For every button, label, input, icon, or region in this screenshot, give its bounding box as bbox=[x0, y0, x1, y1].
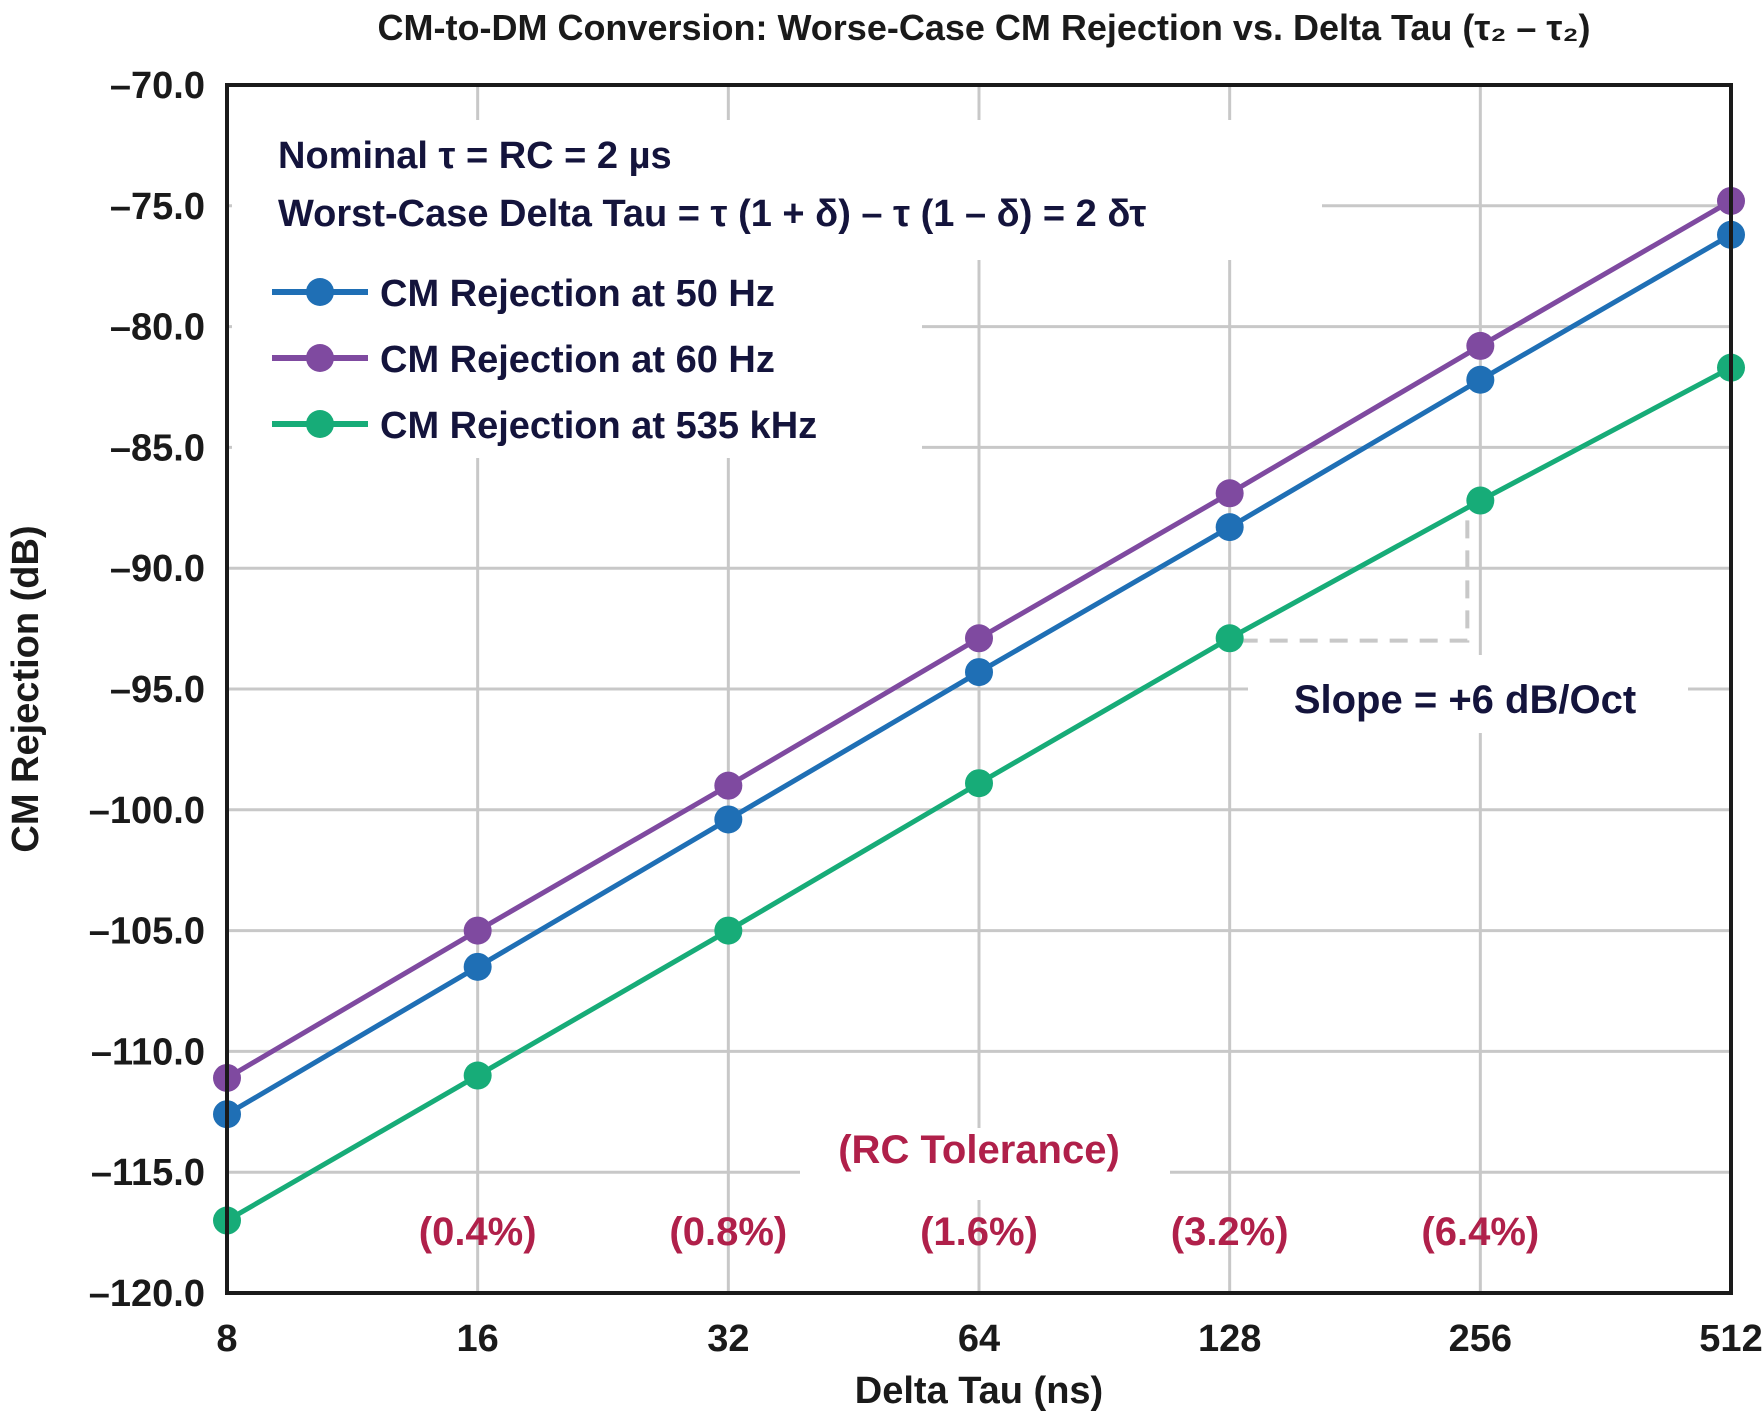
rc-tolerance-label: (1.6%) bbox=[920, 1210, 1038, 1254]
x-axis-label: Delta Tau (ns) bbox=[855, 1370, 1103, 1412]
x-tick-label: 16 bbox=[457, 1318, 499, 1360]
x-tick-label: 128 bbox=[1198, 1318, 1261, 1360]
data-point bbox=[965, 624, 993, 653]
data-point bbox=[965, 658, 993, 687]
y-tick-label: –80.0 bbox=[110, 307, 205, 349]
rc-tolerance-label: (6.4%) bbox=[1421, 1210, 1539, 1254]
y-tick-label: –75.0 bbox=[110, 186, 205, 228]
data-point bbox=[1215, 479, 1244, 508]
data-point bbox=[965, 769, 993, 798]
data-point bbox=[714, 916, 743, 945]
rc-tolerance-label: (3.2%) bbox=[1171, 1210, 1289, 1254]
data-point bbox=[463, 916, 492, 945]
y-tick-label: –120.0 bbox=[89, 1273, 205, 1315]
y-tick-label: –95.0 bbox=[110, 669, 205, 711]
data-point bbox=[463, 1061, 492, 1090]
y-tick-labels: –70.0 –75.0 –80.0 –85.0 –90.0 –95.0 –100.0 –105… bbox=[89, 65, 205, 1315]
x-tick-label: 8 bbox=[216, 1318, 237, 1360]
legend-swatch-marker bbox=[306, 410, 334, 438]
x-tick-label: 256 bbox=[1449, 1318, 1512, 1360]
slope-dashed-line bbox=[1239, 512, 1470, 643]
y-tick-label: –90.0 bbox=[110, 548, 205, 590]
annotation-background bbox=[232, 120, 1322, 260]
y-tick-label: –100.0 bbox=[89, 790, 205, 832]
legend: CM Rejection at 50 Hz CM Rejection at 60 … bbox=[272, 273, 817, 447]
data-point bbox=[714, 771, 743, 800]
annotation-background bbox=[1248, 655, 1688, 733]
data-point bbox=[1466, 486, 1495, 515]
series-lines bbox=[213, 186, 1745, 1235]
annotation-nominal-tau: Nominal τ = RC = 2 µs bbox=[278, 135, 672, 177]
data-point bbox=[1215, 624, 1244, 653]
y-axis-label: CM Rejection (dB) bbox=[5, 525, 47, 852]
data-point bbox=[1215, 513, 1244, 542]
slope-label: Slope = +6 dB/Oct bbox=[1294, 678, 1636, 722]
legend-label: CM Rejection at 535 kHz bbox=[380, 405, 817, 447]
annotation-background bbox=[800, 1128, 1170, 1200]
legend-label: CM Rejection at 60 Hz bbox=[380, 339, 775, 381]
x-tick-label: 64 bbox=[958, 1318, 1000, 1360]
legend-label: CM Rejection at 50 Hz bbox=[380, 273, 775, 315]
data-point bbox=[463, 952, 492, 981]
rc-tolerance-label: (0.8%) bbox=[669, 1210, 787, 1254]
legend-swatch-marker bbox=[306, 344, 334, 372]
rc-tolerance-label: (0.4%) bbox=[419, 1210, 537, 1254]
y-tick-label: –85.0 bbox=[110, 427, 205, 469]
chart-title: CM-to-DM Conversion: Worse-Case CM Rejec… bbox=[378, 7, 1591, 48]
data-point bbox=[1466, 365, 1495, 394]
slope-marker bbox=[1239, 512, 1470, 643]
annotation-worst-case: Worst-Case Delta Tau = τ (1 + δ) – τ (1 … bbox=[278, 193, 1146, 235]
x-tick-label: 512 bbox=[1699, 1318, 1762, 1360]
legend-swatch-marker bbox=[306, 278, 334, 306]
data-point bbox=[714, 805, 743, 834]
y-tick-label: –105.0 bbox=[89, 911, 205, 953]
rc-tolerance-labels: (0.4%) (0.8%) (1.6%) (3.2%) (6.4%) bbox=[419, 1210, 1539, 1254]
y-tick-label: –110.0 bbox=[91, 1031, 205, 1073]
y-tick-label: –115.0 bbox=[91, 1152, 205, 1194]
rc-tolerance-title: (RC Tolerance) bbox=[838, 1128, 1120, 1172]
plot-frame bbox=[225, 83, 1733, 1295]
x-tick-label: 32 bbox=[707, 1318, 749, 1360]
data-point bbox=[1466, 331, 1495, 360]
y-tick-label: –70.0 bbox=[110, 65, 205, 107]
x-tick-labels: 8 16 32 64 128 256 512 bbox=[216, 1318, 1762, 1360]
